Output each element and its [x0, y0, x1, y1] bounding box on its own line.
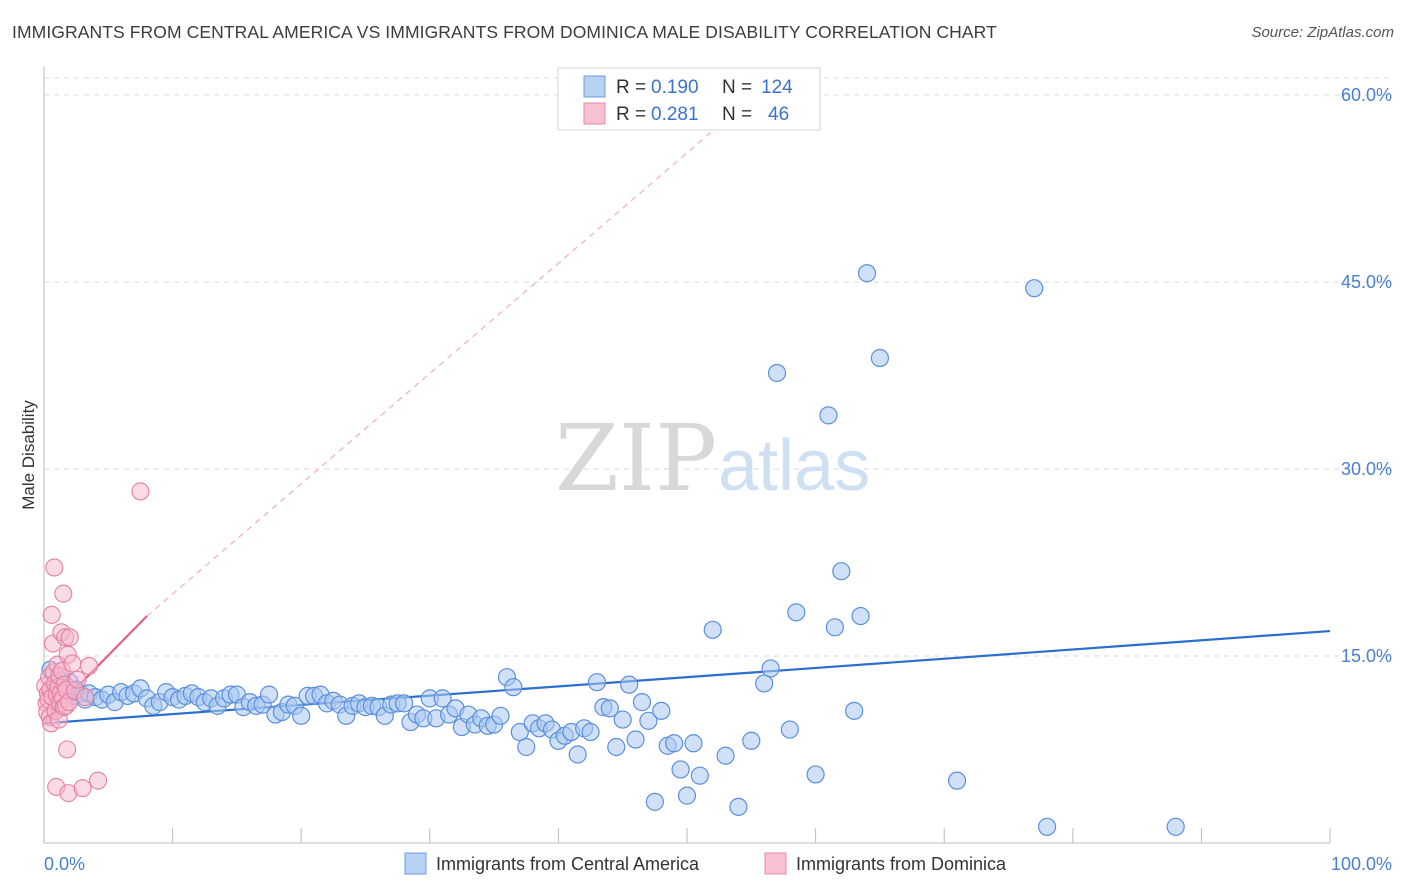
data-point-dominica — [60, 628, 79, 647]
data-point-central-america — [703, 620, 722, 639]
data-point-central-america — [292, 706, 311, 725]
data-point-central-america — [394, 694, 414, 713]
data-point-central-america — [517, 737, 536, 757]
data-point-central-america — [851, 606, 870, 626]
data-point-central-america — [581, 722, 600, 742]
legend-n-label: N = — [722, 77, 752, 98]
data-point-central-america — [857, 264, 877, 283]
chart-title: IMMIGRANTS FROM CENTRAL AMERICA VS IMMIG… — [12, 22, 997, 42]
data-point-central-america — [600, 699, 619, 718]
x-tick-label: 0.0% — [44, 854, 85, 874]
data-point-central-america — [832, 562, 851, 581]
x-tick-label: 100.0% — [1331, 854, 1392, 874]
x-axis-tick-labels: 0.0% 100.0% — [44, 854, 1392, 874]
data-point-central-america — [1025, 279, 1044, 298]
source-credit: Source: ZipAtlas.com — [1251, 24, 1394, 41]
data-point-central-america — [259, 685, 279, 704]
data-point-central-america — [870, 348, 890, 368]
data-point-central-america — [626, 730, 645, 749]
data-point-central-america — [632, 693, 652, 712]
y-tick-label: 15.0% — [1341, 646, 1392, 666]
legend-swatch-central-america — [404, 852, 427, 875]
data-point-central-america — [568, 745, 587, 764]
data-point-central-america — [652, 701, 671, 720]
legend-r-value: 0.281 — [651, 104, 699, 125]
series-dominica-points — [36, 482, 150, 803]
y-tick-label: 60.0% — [1341, 85, 1392, 105]
y-tick-label: 45.0% — [1341, 272, 1392, 292]
data-point-central-america — [716, 746, 735, 765]
data-point-central-america — [620, 675, 639, 694]
data-point-central-america — [690, 766, 709, 785]
data-point-central-america — [947, 771, 967, 790]
data-point-dominica — [45, 558, 64, 577]
data-point-central-america — [510, 722, 529, 742]
legend-r-label: R = — [616, 77, 646, 98]
data-point-central-america — [607, 737, 626, 757]
y-tick-label: 30.0% — [1341, 459, 1392, 479]
data-point-central-america — [780, 720, 799, 739]
data-point-central-america — [761, 659, 780, 678]
data-point-central-america — [684, 734, 703, 753]
data-point-dominica — [58, 740, 77, 759]
y-axis-tick-labels: 15.0% 30.0% 45.0% 60.0% — [1341, 85, 1392, 666]
data-point-central-america — [1166, 817, 1185, 836]
data-point-central-america — [1037, 817, 1057, 836]
data-point-central-america — [504, 678, 523, 697]
data-point-dominica — [42, 605, 61, 624]
data-point-central-america — [787, 603, 806, 622]
gridlines — [44, 77, 1392, 657]
y-axis-label: Male Disability — [19, 400, 38, 510]
legend-n-label: N = — [722, 104, 752, 125]
data-point-dominica — [73, 779, 92, 798]
data-point-central-america — [645, 792, 664, 811]
data-point-central-america — [433, 689, 452, 708]
trend-line-dominica-extended — [146, 119, 727, 617]
legend-label-dominica: Immigrants from Dominica — [796, 854, 1007, 874]
legend-swatch-pink — [583, 102, 606, 125]
legend-swatch-dominica — [764, 852, 787, 875]
data-point-dominica — [76, 688, 95, 707]
data-point-central-america — [613, 710, 632, 729]
data-point-dominica — [54, 584, 73, 603]
series-central-america-points — [41, 264, 1185, 836]
data-point-central-america — [806, 765, 825, 784]
data-point-dominica — [79, 656, 99, 676]
data-point-central-america — [671, 760, 690, 779]
legend-swatch-blue — [583, 75, 606, 98]
data-point-central-america — [845, 701, 864, 720]
legend-n-value: 46 — [768, 104, 789, 125]
data-point-dominica — [63, 654, 82, 673]
data-point-central-america — [742, 731, 761, 750]
legend-label-central-america: Immigrants from Central America — [436, 854, 700, 874]
watermark-atlas: atlas — [718, 426, 870, 506]
legend-r-label: R = — [616, 104, 646, 125]
data-point-central-america — [767, 363, 787, 383]
watermark-zip: ZIP — [555, 405, 717, 512]
data-point-central-america — [677, 786, 697, 805]
watermark: ZIP atlas — [555, 405, 870, 512]
data-point-central-america — [729, 797, 748, 816]
series-legend: Immigrants from Central America Immigran… — [404, 852, 1007, 875]
data-point-central-america — [819, 406, 838, 425]
data-point-central-america — [825, 618, 844, 637]
data-point-central-america — [587, 673, 607, 692]
data-point-central-america — [665, 734, 684, 753]
data-point-dominica — [88, 771, 108, 790]
legend-r-value: 0.190 — [651, 77, 699, 98]
data-point-dominica — [68, 670, 87, 689]
data-point-central-america — [755, 674, 774, 693]
data-point-central-america — [491, 706, 510, 725]
correlation-legend: R = 0.190 N = 124 R = 0.281 N = 46 — [557, 67, 821, 131]
legend-n-value: 124 — [761, 77, 793, 98]
data-point-dominica — [131, 482, 150, 501]
data-point-central-america — [639, 711, 658, 730]
